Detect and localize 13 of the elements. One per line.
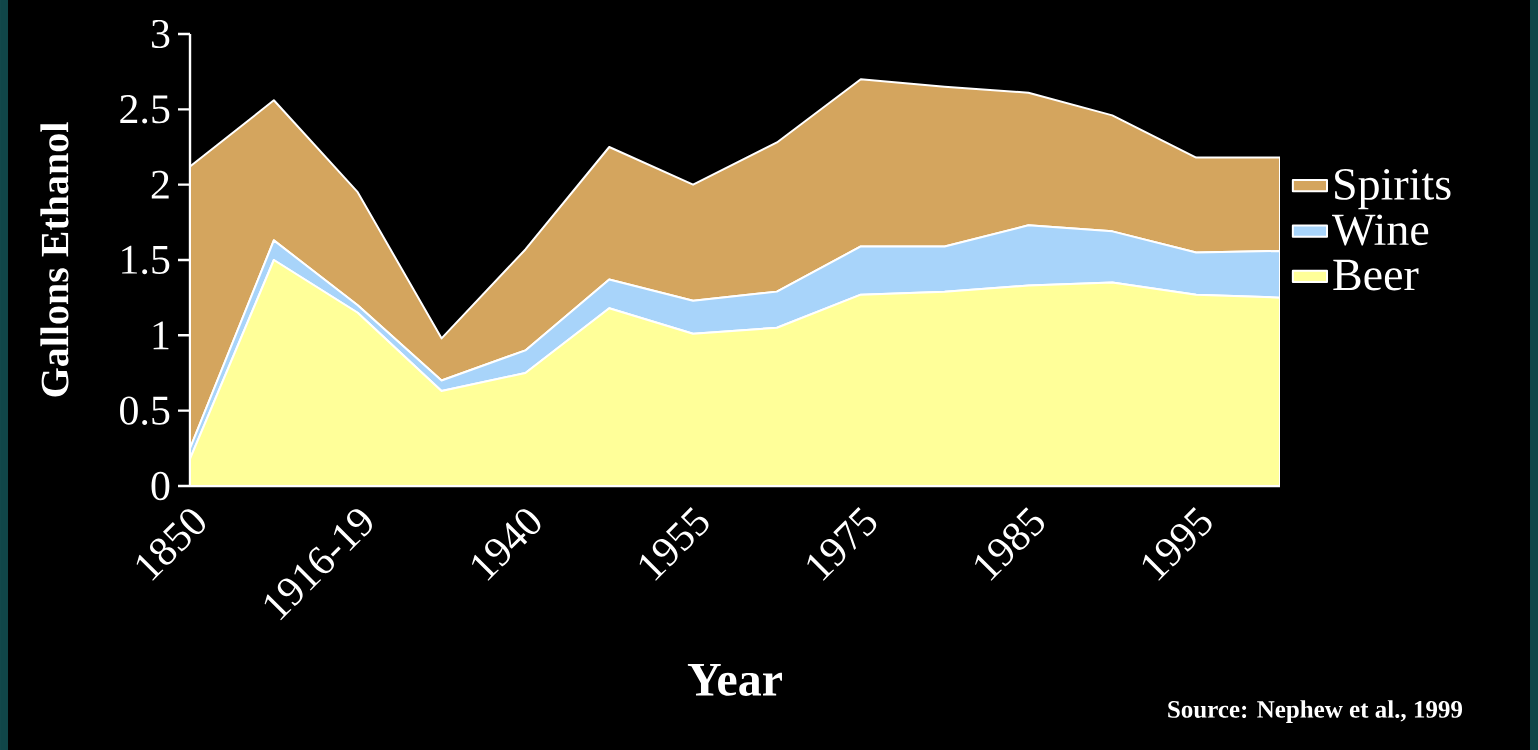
legend-label: Wine — [1332, 214, 1429, 246]
y-tick-label: 1.5 — [122, 245, 170, 275]
y-tick-label: 3 — [151, 19, 170, 49]
y-axis-title: Gallons Ethanol — [40, 122, 69, 397]
legend-label: Spirits — [1335, 168, 1451, 210]
y-tick-label: 0 — [151, 471, 170, 501]
x-axis-title: Year — [687, 663, 782, 696]
y-tick-label: 2.5 — [120, 95, 170, 124]
legend-label: Beer — [1333, 259, 1419, 291]
y-tick-label: 1 — [153, 321, 169, 350]
y-tick-label: 0.5 — [120, 396, 170, 425]
y-tick-label: 2 — [151, 170, 169, 199]
source-note: Source: Nephew et al., 1999 — [1168, 700, 1463, 723]
